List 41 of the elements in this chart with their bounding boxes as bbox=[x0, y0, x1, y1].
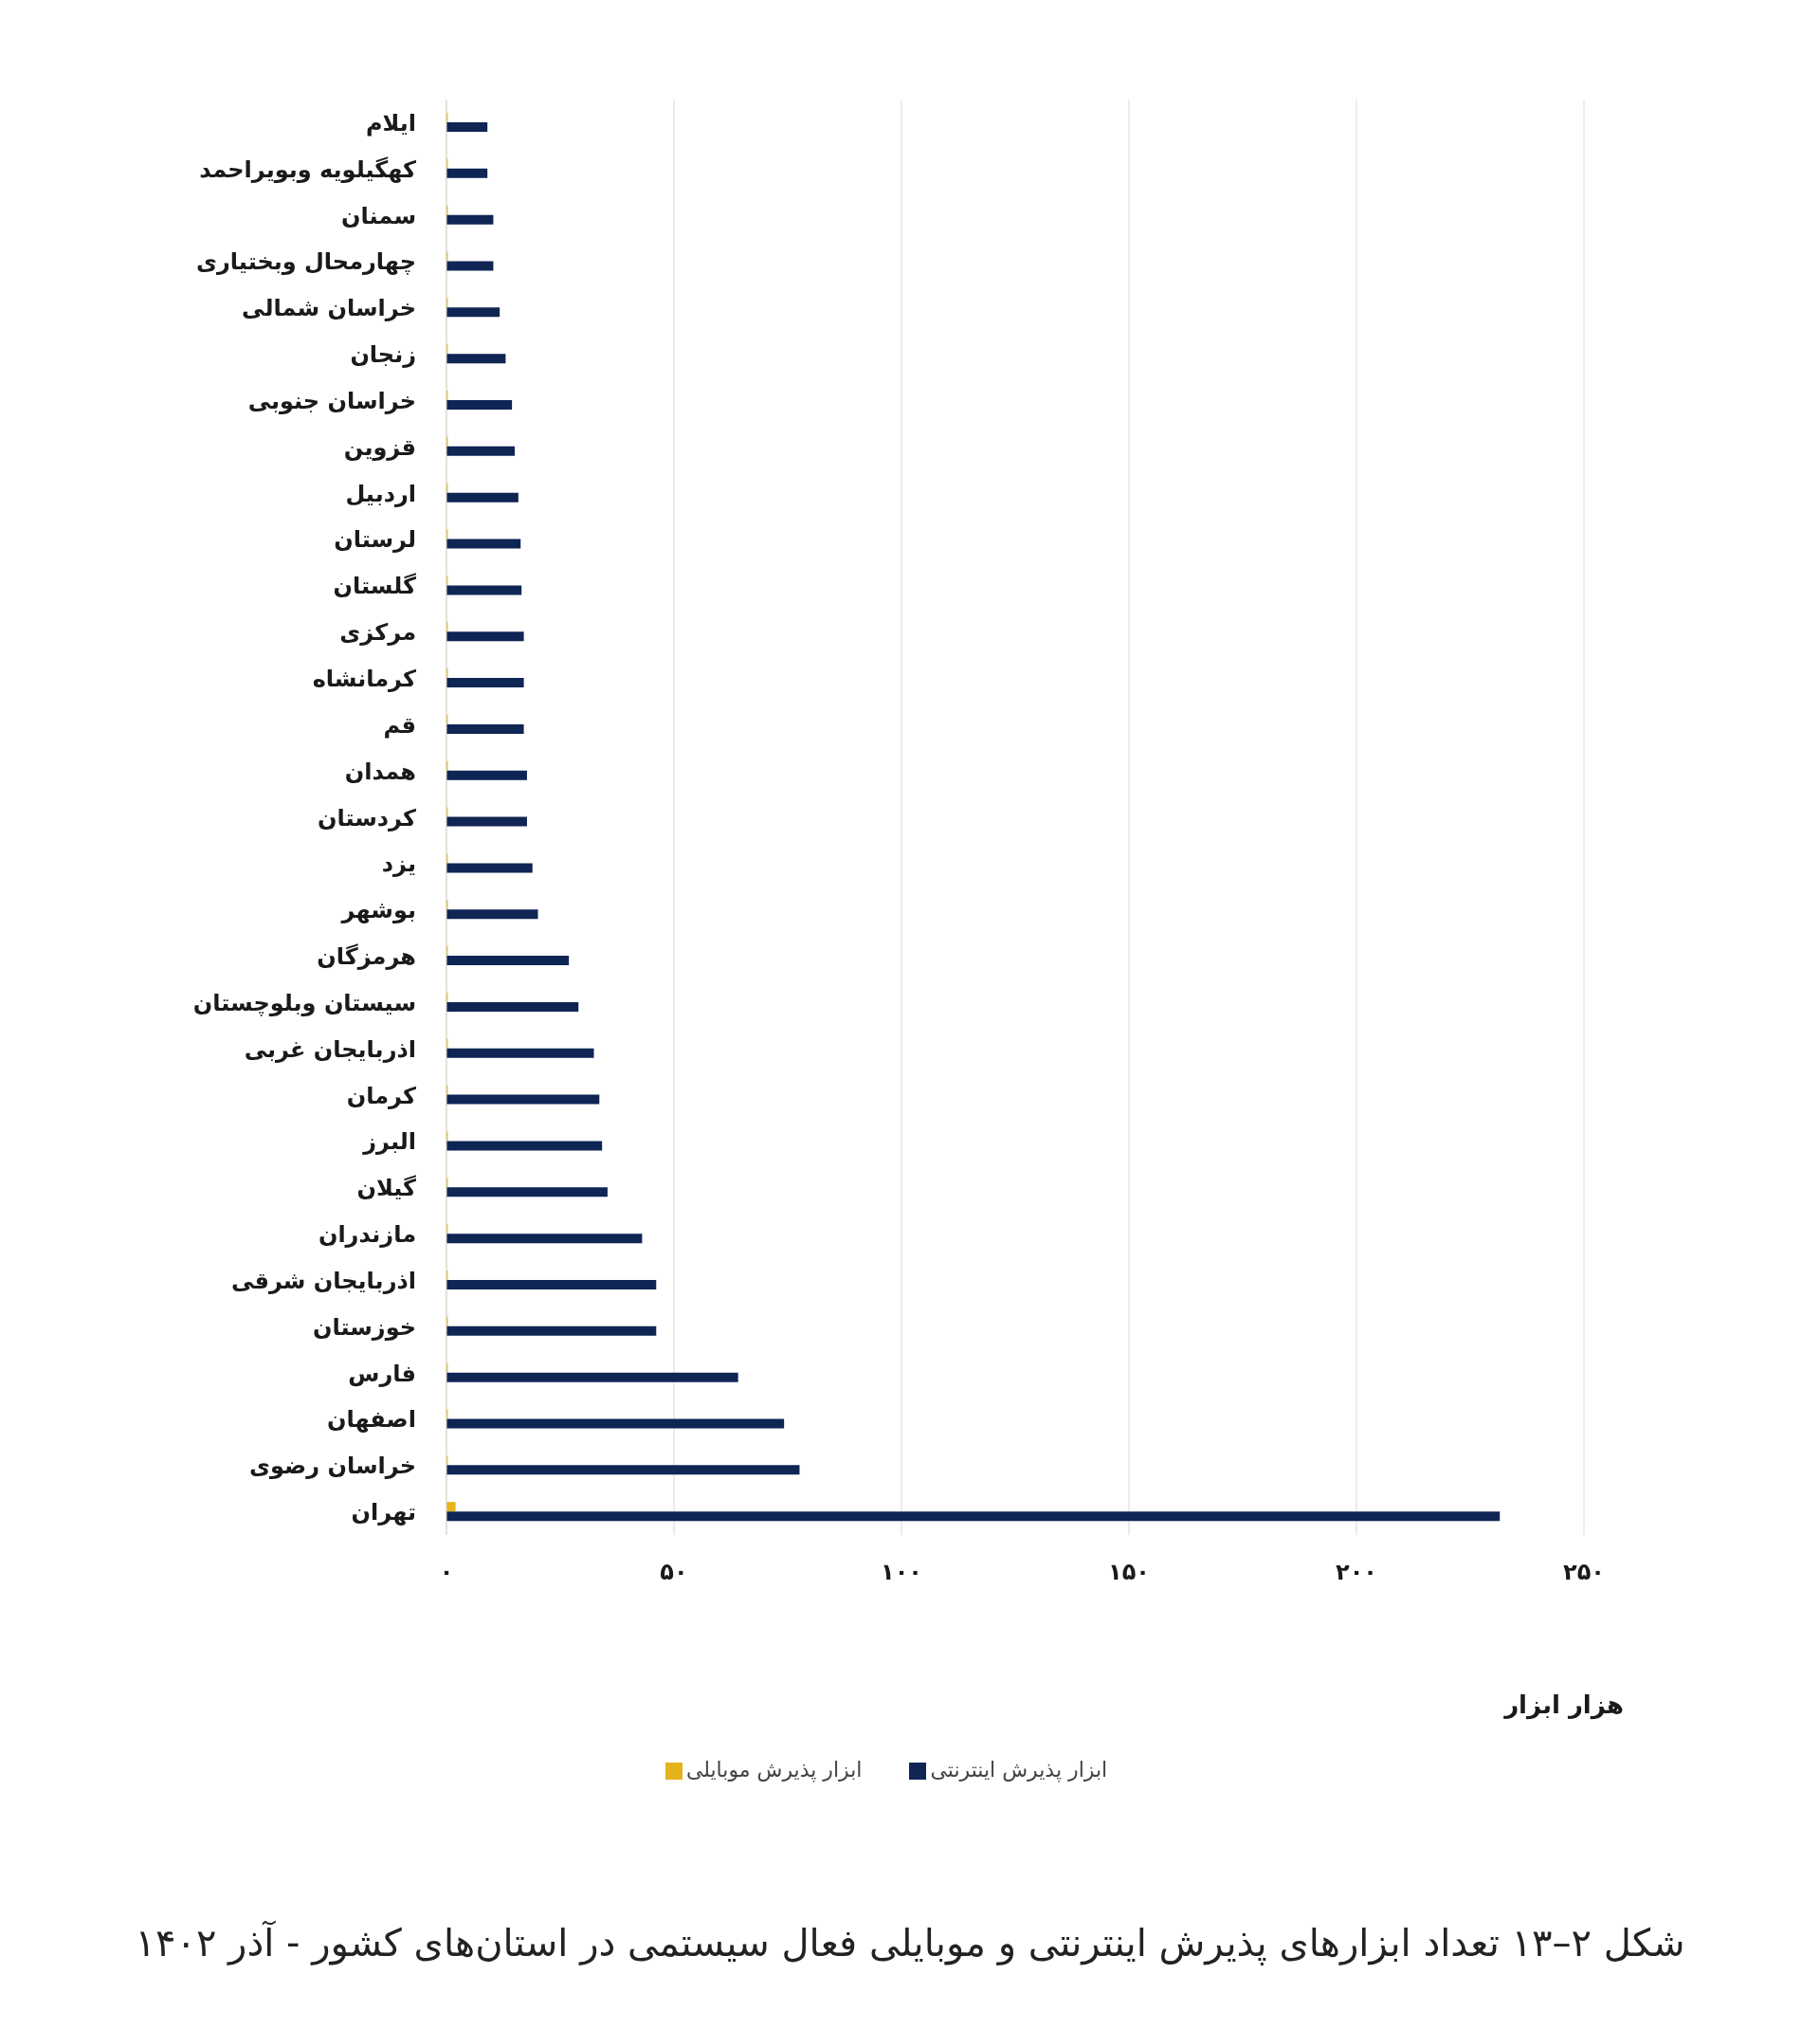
legend-label: ابزار پذیرش موبایلی bbox=[685, 1758, 863, 1782]
y-tick-label: خراسان جنوبی bbox=[247, 387, 416, 414]
y-tick-label: کرمانشاه bbox=[312, 666, 417, 692]
y-tick-label: فارس bbox=[348, 1360, 416, 1387]
x-tick-label: ۲۰۰ bbox=[1336, 1559, 1377, 1586]
y-tick-label: همدان bbox=[344, 758, 416, 785]
text: شکل ۲–۱۳ تعداد ابزارهای پذیرش اینترنتی و موبایلی فعال سیستمی در استان‌های کشور - آذر ۱۴۰۲ bbox=[134, 1921, 1686, 1965]
y-tick-label: خوزستان bbox=[312, 1313, 416, 1341]
y-tick-label: کرمان bbox=[346, 1082, 417, 1109]
y-tick-label: سمنان bbox=[341, 202, 416, 229]
y-tick-label: بوشهر bbox=[340, 897, 416, 924]
y-tick-label: اصفهان bbox=[326, 1406, 416, 1434]
x-axis-title: هزار ابزار bbox=[1502, 1691, 1624, 1720]
y-tick-label: هرمزگان bbox=[317, 943, 416, 971]
x-tick-label: ۵۰ bbox=[660, 1559, 688, 1586]
y-tick-label: خراسان شمالی bbox=[242, 295, 416, 322]
y-tick-label: اردبیل bbox=[345, 480, 416, 507]
y-tick-label: ایلام bbox=[365, 109, 416, 137]
y-tick-label: تهران bbox=[351, 1499, 416, 1526]
y-tick-label: خراسان رضوی bbox=[249, 1453, 416, 1480]
y-tick-label: البرز bbox=[362, 1128, 416, 1156]
y-tick-label: مازندران bbox=[318, 1221, 416, 1249]
y-tick-label: مرکزی bbox=[339, 619, 416, 647]
y-tick-label: سیستان وبلوچستان bbox=[192, 989, 416, 1016]
y-tick-label: چهارمحال وبختیاری bbox=[196, 248, 416, 276]
y-tick-label: گیلان bbox=[356, 1175, 417, 1202]
y-tick-label: قم bbox=[383, 711, 416, 739]
y-tick-label: گلستان bbox=[333, 573, 417, 600]
y-tick-label: لرستان bbox=[334, 526, 416, 554]
y-tick-label: کردستان bbox=[317, 804, 417, 832]
y-tick-label: کهگیلویه وبویراحمد bbox=[199, 155, 417, 183]
y-tick-label: زنجان bbox=[350, 341, 416, 369]
y-tick-label: قزوین bbox=[343, 433, 416, 461]
x-tick-label: ۰ bbox=[439, 1559, 454, 1586]
x-tick-label: ۲۵۰ bbox=[1563, 1559, 1605, 1586]
y-tick-label: اذربایجان غربی bbox=[244, 1035, 416, 1063]
y-tick-label: یزد bbox=[381, 850, 416, 878]
legend-label: ابزار پذیرش اینترنتی bbox=[930, 1758, 1108, 1782]
x-tick-label: ۱۰۰ bbox=[881, 1559, 922, 1586]
x-tick-label: ۱۵۰ bbox=[1108, 1559, 1150, 1586]
y-tick-label: اذربایجان شرقی bbox=[230, 1267, 416, 1294]
